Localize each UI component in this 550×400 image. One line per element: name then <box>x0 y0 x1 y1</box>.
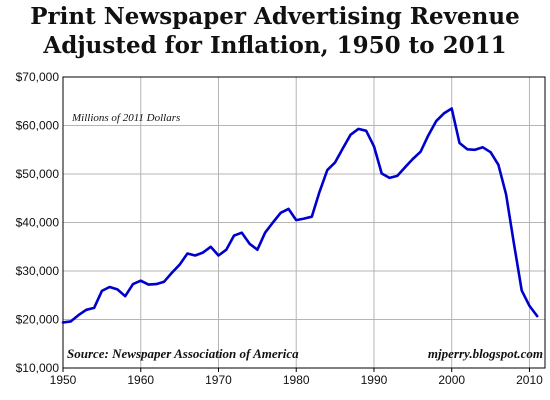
x-tick-label: 1990 <box>361 373 388 387</box>
y-tick-label: $40,000 <box>16 216 60 230</box>
x-axis-tick-labels: 1950 1960 1970 1980 1990 2000 2010 <box>50 368 543 387</box>
units-note: Millions of 2011 Dollars <box>71 112 180 124</box>
y-tick-label: $50,000 <box>16 167 60 181</box>
x-tick-label: 1950 <box>50 373 77 387</box>
chart-title-line-2: Adjusted for Inflation, 1950 to 2011 <box>43 32 507 59</box>
credit-note: mjperry.blogspot.com <box>428 346 543 361</box>
y-tick-label: $30,000 <box>16 264 60 278</box>
x-tick-label: 1960 <box>127 373 154 387</box>
y-axis-tick-labels: $10,000 $20,000 $30,000 $40,000 $50,000 $60,0… <box>16 70 60 375</box>
x-tick-label: 2010 <box>516 373 543 387</box>
y-tick-label: $10,000 <box>16 361 60 375</box>
y-tick-label: $60,000 <box>16 119 60 133</box>
x-tick-label: 2000 <box>438 373 465 387</box>
revenue-series-line <box>61 107 539 324</box>
source-note: Source: Newspaper Association of America <box>67 346 299 361</box>
y-tick-label: $20,000 <box>16 313 60 327</box>
plot-area-frame <box>62 76 546 369</box>
x-tick-label: 1980 <box>283 373 310 387</box>
chart-title: Print Newspaper Advertising Revenue Adju… <box>0 2 550 60</box>
x-tick-label: 1970 <box>205 373 232 387</box>
chart-title-line-1: Print Newspaper Advertising Revenue <box>30 3 520 30</box>
y-tick-label: $70,000 <box>16 70 60 84</box>
